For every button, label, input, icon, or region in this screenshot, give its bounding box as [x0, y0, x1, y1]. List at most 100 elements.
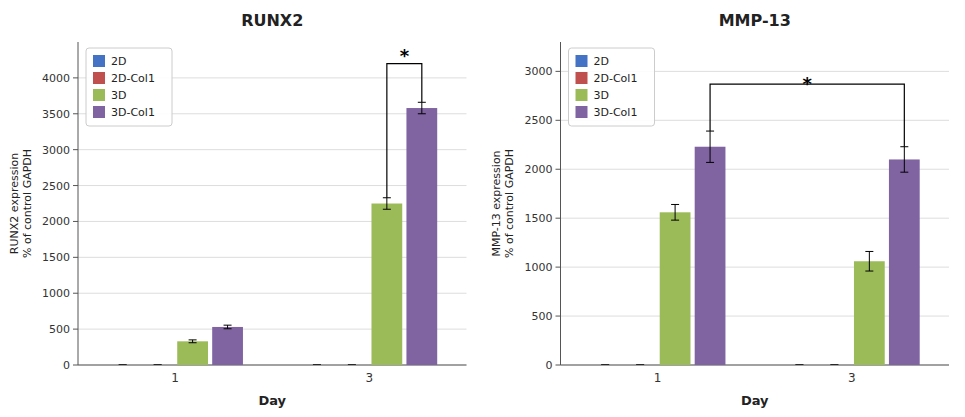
tick-mark: [73, 77, 78, 78]
legend-swatch: [576, 89, 588, 101]
tick-mark: [556, 218, 561, 219]
tick-mark: [73, 185, 78, 186]
bar: [212, 327, 243, 365]
tick-mark: [73, 149, 78, 150]
error-bar: [189, 340, 197, 343]
title: RUNX2: [241, 11, 303, 30]
tick-label: 4000: [42, 72, 70, 85]
error-bar: [900, 147, 908, 172]
tick-mark: [556, 71, 561, 72]
legend-entry: 2D: [111, 55, 126, 68]
error-bar: [601, 365, 609, 366]
bar: [695, 147, 726, 365]
error-bar: [706, 131, 714, 162]
tick-label: 3000: [525, 65, 553, 78]
y-axis-line: [560, 42, 561, 365]
bar: [142, 365, 173, 366]
y-axis-label-line: % of control GAPDH: [21, 149, 34, 258]
tick-label: 1: [654, 371, 662, 385]
x-axis-label: Day: [741, 393, 769, 408]
legend-box: [569, 48, 655, 126]
bar: [784, 365, 815, 366]
legend-entry: 3D-Col1: [111, 106, 155, 119]
tick-mark: [556, 267, 561, 268]
bar: [177, 341, 208, 365]
tick-label: 2000: [42, 215, 70, 228]
legend-entry: 3D: [111, 89, 126, 102]
tick-label: 1: [171, 371, 179, 385]
tick-mark: [556, 316, 561, 317]
error-bar: [418, 102, 426, 113]
legend-swatch: [93, 106, 105, 118]
y-axis-label-line: MMP-13 expression: [490, 150, 503, 256]
bar: [625, 365, 656, 366]
error-bar: [636, 365, 644, 366]
legend: 2D 2D-Col1 3D 3D-Col1: [86, 48, 172, 126]
tick-mark: [556, 365, 561, 366]
panel: 0 500 1000 1500 2000 2500 3000 3500 4000 1 3 * RUNX2…: [8, 11, 467, 408]
tick-label: 2000: [525, 163, 553, 176]
tick-label: 500: [532, 310, 553, 323]
bar: [889, 159, 920, 365]
significance-star: *: [400, 45, 410, 66]
legend-entry: 2D-Col1: [594, 72, 638, 85]
legend-entry: 3D-Col1: [594, 106, 638, 119]
legend-swatch: [576, 72, 588, 84]
legend-entry: 3D: [594, 89, 609, 102]
y-axis-label: MMP-13 expression% of control GAPDH: [490, 149, 516, 258]
tick-mark: [73, 329, 78, 330]
error-bar: [154, 365, 162, 366]
tick-mark: [556, 120, 561, 121]
tick-mark: [73, 257, 78, 258]
y-axis-line: [78, 42, 79, 365]
tick-label: 0: [63, 359, 70, 372]
y-axis-label-line: RUNX2 expression: [8, 153, 21, 254]
bar: [854, 261, 885, 365]
error-bar: [348, 365, 356, 366]
tick-label: 500: [49, 323, 70, 336]
tick-label: 1500: [42, 251, 70, 264]
tick-mark: [73, 113, 78, 114]
tick-mark: [556, 169, 561, 170]
legend-entry: 2D: [594, 55, 609, 68]
tick-label: 3500: [42, 108, 70, 121]
significance-bracket: [387, 64, 422, 198]
tick-label: 3: [366, 371, 374, 385]
panel: 05001000150020002500300013*MMP-13DayMMP-…: [490, 11, 949, 408]
legend-swatch: [93, 72, 105, 84]
tick-label: 3: [848, 371, 856, 385]
figure: 0500100015002000250030003500400013*RUNX2…: [0, 0, 965, 417]
bar: [660, 212, 691, 365]
legend-entry: 2D-Col1: [111, 72, 155, 85]
error-bar: [865, 251, 873, 271]
legend-box: [86, 48, 172, 126]
bar: [107, 365, 138, 366]
error-bar: [224, 325, 232, 329]
bar: [819, 365, 850, 366]
tick-mark: [73, 293, 78, 294]
error-bar: [119, 365, 127, 366]
tick-label: 0: [546, 359, 553, 372]
error-bar: [671, 204, 679, 220]
y-axis-label: RUNX2 expression% of control GAPDH: [8, 149, 34, 258]
legend-swatch: [93, 55, 105, 67]
tick-mark: [73, 221, 78, 222]
tick-label: 3000: [42, 144, 70, 157]
error-bar: [795, 365, 803, 366]
bar: [590, 365, 621, 366]
y-axis-label-line: % of control GAPDH: [503, 149, 516, 258]
bar: [371, 204, 402, 366]
significance-star: *: [802, 73, 812, 94]
error-bar: [313, 365, 321, 366]
tick-label: 2500: [42, 180, 70, 193]
error-bar: [830, 365, 838, 366]
legend: 2D 2D-Col1 3D 3D-Col1: [569, 48, 655, 126]
x-axis-label: Day: [258, 393, 286, 408]
tick-label: 2500: [525, 114, 553, 127]
legend-swatch: [576, 55, 588, 67]
tick-label: 1500: [525, 212, 553, 225]
legend-swatch: [576, 106, 588, 118]
bar: [406, 108, 437, 365]
tick-label: 1000: [42, 287, 70, 300]
bar: [337, 365, 368, 366]
